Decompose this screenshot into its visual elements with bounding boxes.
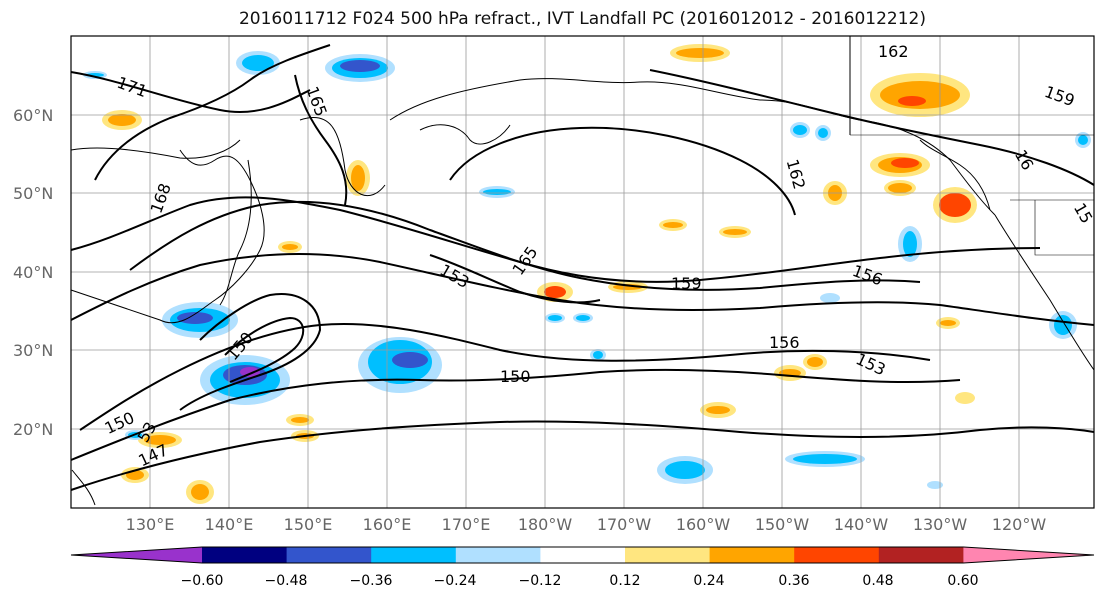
- colorbar-ticks: −0.60 −0.48 −0.36 −0.24 −0.12 0.12 0.24 …: [181, 573, 979, 589]
- map-title: 2016011712 F024 500 hPa refract., IVT La…: [238, 9, 926, 29]
- lat-tick-label: 60°N: [13, 106, 53, 125]
- lon-axis: 130°E 140°E 150°E 160°E 170°E 180°W 170°…: [126, 515, 1047, 534]
- lon-tick-label: 140°E: [205, 515, 254, 534]
- colorbar-tick-label: 0.60: [947, 573, 978, 589]
- lon-tick-label: 170°E: [442, 515, 491, 534]
- lon-tick-label: 130°E: [126, 515, 175, 534]
- colorbar-tick-label: 0.12: [609, 573, 640, 589]
- lat-tick-label: 40°N: [13, 263, 53, 282]
- colorbar-tick-label: 0.36: [778, 573, 809, 589]
- lon-tick-label: 150°E: [284, 515, 333, 534]
- colorbar-segment: [540, 547, 626, 563]
- colorbar-segment: [709, 547, 795, 563]
- contour-label: 162: [878, 42, 909, 61]
- lat-tick-label: 50°N: [13, 184, 53, 203]
- colorbar-tick-label: −0.12: [519, 573, 562, 589]
- lon-tick-label: 140°W: [834, 515, 889, 534]
- colorbar-segment: [371, 547, 457, 563]
- colorbar-tick-label: −0.24: [434, 573, 477, 589]
- lon-tick-label: 150°W: [755, 515, 810, 534]
- colorbar-segment: [794, 547, 880, 563]
- contour-label: 150: [500, 367, 531, 386]
- gridlines: [71, 36, 1094, 508]
- lat-axis: 60°N 50°N 40°N 30°N 20°N: [13, 106, 53, 439]
- lon-tick-label: 160°E: [363, 515, 412, 534]
- colorbar-tick-label: −0.48: [265, 573, 308, 589]
- colorbar-outline: [70, 546, 1095, 564]
- colorbar-tick-label: 0.48: [862, 573, 893, 589]
- colorbar-extend-high: [963, 547, 1094, 563]
- colorbar-tick-label: −0.36: [350, 573, 393, 589]
- lat-tick-label: 30°N: [13, 341, 53, 360]
- lon-tick-label: 130°W: [913, 515, 968, 534]
- map-frame: [70, 35, 1095, 509]
- lon-tick-label: 160°W: [676, 515, 731, 534]
- colorbar-segment: [878, 547, 964, 563]
- colorbar-segment: [625, 547, 711, 563]
- colorbar: [70, 546, 1095, 564]
- coastlines: [70, 36, 1095, 506]
- colorbar-extend-low: [71, 547, 202, 563]
- contour-label: 156: [769, 333, 800, 352]
- colorbar-segment: [455, 547, 541, 563]
- lon-tick-label: 180°W: [518, 515, 573, 534]
- colorbar-tick-label: −0.60: [181, 573, 224, 589]
- lon-tick-label: 120°W: [992, 515, 1047, 534]
- contour-label: 159: [671, 274, 702, 293]
- colorbar-tick-label: 0.24: [693, 573, 724, 589]
- colorbar-segment: [286, 547, 372, 563]
- lat-tick-label: 20°N: [13, 420, 53, 439]
- contours: [70, 44, 1095, 491]
- colorbar-segment: [202, 547, 288, 563]
- lon-tick-label: 170°W: [597, 515, 652, 534]
